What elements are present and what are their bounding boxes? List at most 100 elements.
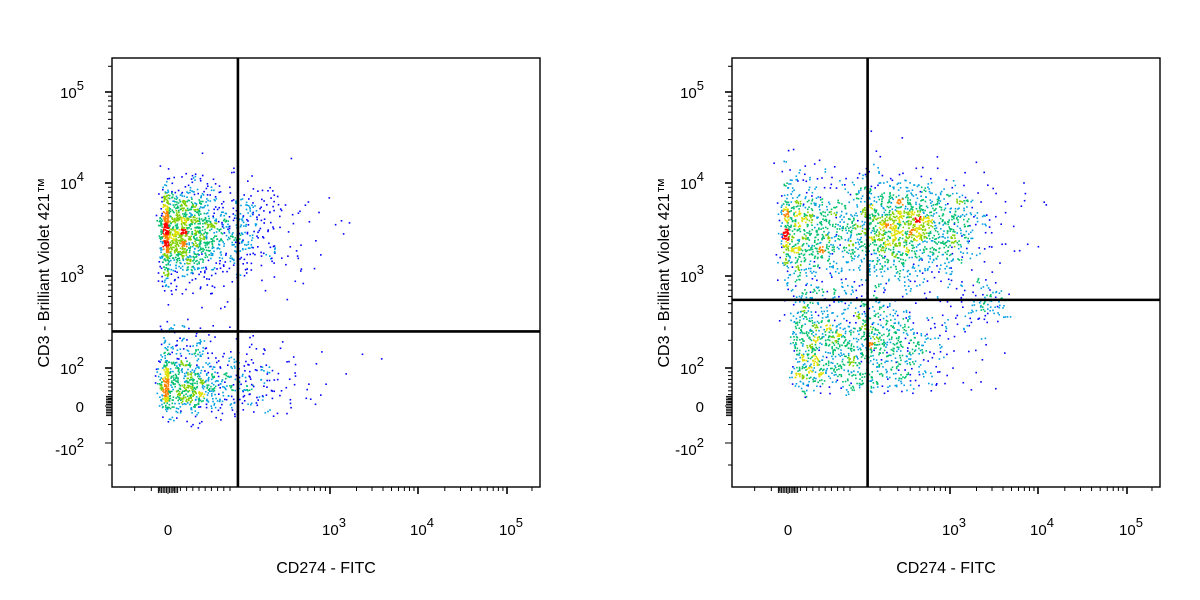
event-dot xyxy=(218,191,221,194)
event-dot xyxy=(895,229,898,232)
event-dot xyxy=(209,229,211,232)
event-dot xyxy=(242,216,244,219)
event-dot xyxy=(882,247,885,249)
event-dot xyxy=(833,369,835,372)
event-dot xyxy=(883,182,885,184)
event-dot xyxy=(164,371,167,373)
event-dot xyxy=(162,255,164,257)
event-dot xyxy=(974,214,977,217)
event-dot xyxy=(207,246,210,249)
event-dot xyxy=(799,169,801,171)
event-dot xyxy=(813,389,815,392)
event-dot xyxy=(204,252,207,254)
event-dot xyxy=(918,243,921,245)
event-dot xyxy=(808,267,810,270)
event-dot xyxy=(844,308,847,311)
event-dot xyxy=(826,234,829,236)
event-dot xyxy=(818,159,821,162)
event-dot xyxy=(911,193,913,196)
event-dot xyxy=(325,383,327,385)
event-dot xyxy=(190,228,192,230)
event-dot xyxy=(191,399,193,401)
event-dot xyxy=(173,220,176,222)
event-dot xyxy=(186,349,189,352)
event-dot xyxy=(781,246,783,249)
event-dot xyxy=(171,406,174,408)
event-dot xyxy=(207,224,209,227)
event-dot xyxy=(893,231,896,234)
event-dot xyxy=(783,217,786,220)
event-dot xyxy=(836,231,838,233)
event-dot xyxy=(923,233,926,235)
event-dot xyxy=(228,237,231,240)
event-dot xyxy=(801,345,804,347)
event-dot xyxy=(256,404,259,407)
event-dot xyxy=(891,366,894,369)
event-dot xyxy=(907,220,909,223)
event-dot xyxy=(822,250,824,252)
event-dot xyxy=(846,232,849,234)
event-dot xyxy=(912,265,914,268)
event-dot xyxy=(940,190,943,193)
event-dot xyxy=(905,293,908,295)
event-dot xyxy=(192,380,194,382)
event-dot xyxy=(184,219,187,222)
event-dot xyxy=(205,249,208,252)
event-dot xyxy=(873,265,876,267)
event-dot xyxy=(932,204,935,206)
event-dot xyxy=(191,190,193,192)
event-dot xyxy=(174,221,177,224)
event-dot xyxy=(949,194,952,197)
event-dot xyxy=(235,374,238,377)
event-dot xyxy=(806,223,809,226)
y-tick-label: 105 xyxy=(60,78,84,102)
event-dot xyxy=(203,241,206,244)
event-dot xyxy=(235,239,238,242)
event-dot xyxy=(249,393,251,395)
event-dot xyxy=(230,366,232,368)
event-dot xyxy=(186,381,189,384)
event-dot xyxy=(222,394,225,397)
event-dot xyxy=(897,189,900,191)
event-dot xyxy=(167,368,169,370)
event-dot xyxy=(796,261,798,263)
event-dot xyxy=(199,392,202,394)
event-dot xyxy=(814,255,817,258)
event-dot xyxy=(895,245,897,247)
event-dot xyxy=(187,372,189,374)
event-dot xyxy=(177,202,180,204)
event-dot xyxy=(914,270,917,272)
event-dot xyxy=(786,203,788,206)
event-dot xyxy=(904,223,906,225)
event-dot xyxy=(945,179,948,181)
event-dot xyxy=(947,230,949,233)
event-dot xyxy=(879,228,882,231)
event-dot xyxy=(180,207,183,210)
event-dot xyxy=(985,224,987,227)
event-dot xyxy=(177,377,179,379)
event-dot xyxy=(808,206,810,208)
event-dot xyxy=(975,371,977,374)
event-dot xyxy=(936,167,939,170)
event-dot xyxy=(930,225,932,227)
event-dot xyxy=(785,244,787,246)
event-dot xyxy=(788,225,790,228)
event-dot xyxy=(186,191,188,193)
event-dot xyxy=(186,395,189,398)
event-dot xyxy=(808,249,810,251)
event-dot xyxy=(176,197,179,199)
event-dot xyxy=(863,325,866,327)
event-dot xyxy=(167,270,169,273)
event-dot xyxy=(207,199,209,202)
event-dot xyxy=(203,212,206,215)
event-dot xyxy=(293,383,296,386)
event-dot xyxy=(845,355,847,358)
event-dot xyxy=(223,243,225,245)
event-dot xyxy=(823,186,826,189)
event-dot xyxy=(824,226,827,229)
event-dot xyxy=(167,218,169,221)
event-dot xyxy=(914,218,917,220)
event-dot xyxy=(208,278,210,280)
event-dot xyxy=(902,376,904,378)
event-dot xyxy=(783,208,785,210)
